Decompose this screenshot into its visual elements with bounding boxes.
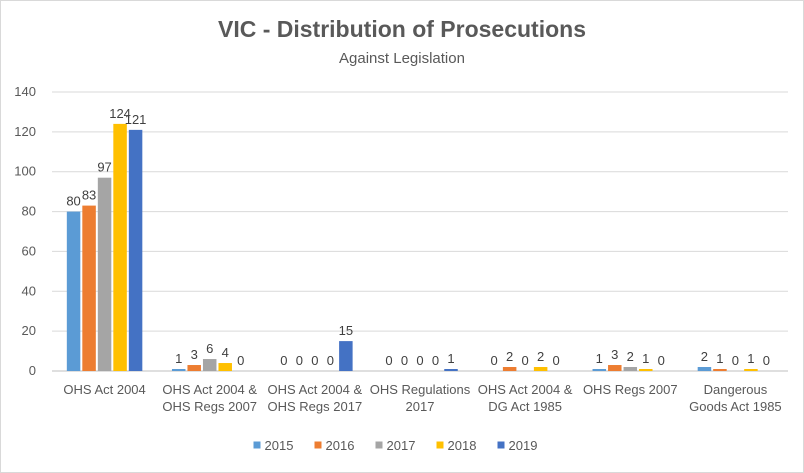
bar-2016-6 [713, 369, 727, 371]
y-tick-label: 120 [14, 124, 36, 139]
data-label: 4 [222, 345, 229, 360]
x-tick-label: OHS Act 2004 & OHS Regs 2017 [268, 382, 363, 414]
bar-2018-5 [639, 369, 653, 371]
data-label: 0 [327, 353, 334, 368]
y-tick-label: 80 [22, 204, 36, 219]
data-label: 1 [596, 351, 603, 366]
bar-2016-5 [608, 365, 622, 371]
data-label: 0 [763, 353, 770, 368]
data-label: 83 [82, 188, 96, 203]
data-label: 2 [537, 349, 544, 364]
bar-2015-1 [171, 369, 186, 371]
x-tick-label: OHS Act 2004 [63, 382, 145, 397]
bar-2017-1 [202, 359, 217, 371]
y-tick-label: 40 [22, 283, 36, 298]
x-tick-label: OHS Act 2004 & OHS Regs 2007 [162, 382, 257, 414]
chart-subtitle: Against Legislation [339, 50, 465, 67]
legend-label-2017: 2017 [387, 438, 416, 453]
data-label: 0 [385, 353, 392, 368]
data-label: 0 [732, 353, 739, 368]
data-label: 6 [206, 341, 213, 356]
data-label: 80 [66, 194, 80, 209]
bar-2018-6 [744, 369, 758, 371]
data-label: 0 [522, 353, 529, 368]
data-label: 1 [447, 351, 454, 366]
y-tick-label: 20 [22, 323, 36, 338]
data-label: 0 [416, 353, 423, 368]
y-axis: 0 20 40 60 80 100 120 140 [14, 84, 36, 378]
chart-title: VIC - Distribution of Prosecutions [217, 16, 586, 42]
bar-2015-5 [592, 369, 607, 371]
bar-2015-0 [66, 211, 81, 371]
bar-2015-6 [697, 367, 712, 371]
bar-2019-3 [444, 369, 458, 371]
data-label: 0 [553, 353, 560, 368]
bar-2018-1 [218, 363, 232, 371]
legend: 2015 2016 2017 2018 2019 [253, 438, 538, 453]
data-label: 3 [611, 347, 618, 362]
data-label: 3 [191, 347, 198, 362]
data-label: 0 [237, 353, 244, 368]
bar-2017-5 [623, 367, 638, 371]
legend-label-2019: 2019 [509, 438, 538, 453]
data-label: 121 [125, 112, 147, 127]
x-tick-label: OHS Regs 2007 [583, 382, 678, 397]
data-label: 124 [109, 106, 131, 121]
legend-swatch-2016 [314, 441, 322, 449]
legend-label-2016: 2016 [326, 438, 355, 453]
data-label: 1 [642, 351, 649, 366]
data-label: 0 [311, 353, 318, 368]
bar-2016-4 [502, 367, 517, 371]
bar-2019-2 [339, 341, 353, 371]
data-label: 1 [747, 351, 754, 366]
data-label: 15 [339, 323, 353, 338]
gridlines [52, 91, 788, 372]
y-tick-label: 0 [29, 363, 36, 378]
legend-label-2018: 2018 [448, 438, 477, 453]
data-label: 1 [175, 351, 182, 366]
legend-swatch-2019 [497, 441, 505, 449]
data-label: 0 [401, 353, 408, 368]
x-tick-label: Dangerous Goods Act 1985 [689, 382, 782, 414]
data-label: 0 [658, 353, 665, 368]
data-label: 0 [296, 353, 303, 368]
x-tick-label: OHS Act 2004 & DG Act 1985 [478, 382, 573, 414]
y-tick-label: 140 [14, 84, 36, 99]
data-label: 2 [627, 349, 634, 364]
y-tick-label: 100 [14, 164, 36, 179]
data-label: 2 [506, 349, 513, 364]
bar-2016-0 [82, 205, 96, 371]
bar-2019-0 [128, 129, 143, 371]
bar-2017-0 [97, 177, 112, 371]
data-label: 0 [491, 353, 498, 368]
legend-swatch-2017 [375, 441, 383, 449]
bar-2016-1 [187, 365, 201, 371]
y-tick-label: 60 [22, 243, 36, 258]
data-label: 0 [280, 353, 287, 368]
x-axis: OHS Act 2004 OHS Act 2004 & OHS Regs 2007 O… [63, 382, 781, 414]
bar-2018-0 [113, 123, 127, 371]
data-label: 97 [97, 160, 111, 175]
bars [66, 123, 758, 371]
legend-label-2015: 2015 [265, 438, 294, 453]
bar-2018-4 [533, 367, 548, 371]
data-label: 0 [432, 353, 439, 368]
x-tick-label: OHS Regulations 2017 [370, 382, 471, 414]
data-label: 2 [701, 349, 708, 364]
data-label: 1 [716, 351, 723, 366]
legend-swatch-2015 [253, 441, 261, 449]
legend-swatch-2018 [436, 441, 444, 449]
